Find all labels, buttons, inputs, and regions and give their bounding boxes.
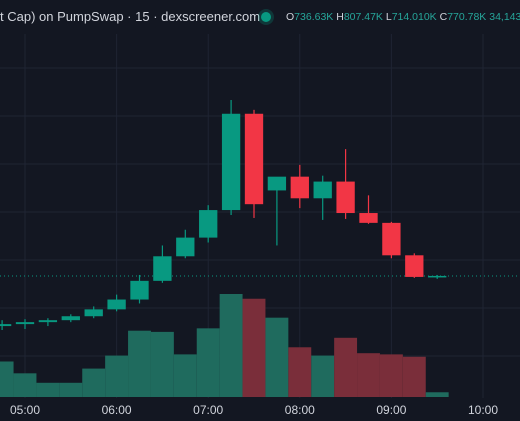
candle-body: [267, 176, 287, 191]
volume-bar: [82, 368, 106, 397]
open-value: 736.63K: [294, 11, 334, 23]
volume-bar: [128, 330, 151, 397]
volume-bar: [311, 355, 335, 397]
volume-value: 34,143: [489, 11, 520, 23]
candle-body: [359, 213, 378, 223]
candle-body: [107, 299, 126, 310]
volume-bar: [173, 354, 197, 397]
candle-body: [84, 309, 103, 317]
volume-bar: [288, 347, 312, 397]
open-label: O: [286, 11, 295, 23]
volume-bar: [379, 354, 403, 397]
candle-body: [428, 275, 447, 278]
volume-bar: [265, 317, 289, 397]
x-tick-label: 10:00: [468, 403, 498, 417]
candle-body: [290, 176, 309, 199]
candle-body: [61, 316, 80, 321]
candle-body: [336, 181, 355, 214]
volume-bar: [59, 382, 83, 397]
candle-body: [38, 320, 58, 323]
close-label: C: [439, 11, 448, 23]
candle-body: [382, 222, 401, 256]
volume-bar: [334, 337, 358, 397]
volume-bar: [150, 331, 174, 397]
volume-bar: [13, 373, 37, 397]
volume-bar: [242, 298, 266, 397]
volume-bar: [425, 392, 449, 397]
high-value: 807.47K: [343, 11, 383, 23]
candle-body: [313, 181, 332, 199]
volume-bar: [0, 361, 14, 397]
candle-body: [199, 210, 218, 238]
candle-body: [244, 113, 264, 205]
x-tick-label: 06:00: [102, 403, 132, 417]
candle-body: [176, 237, 195, 257]
volume-bar: [357, 353, 380, 397]
volume-bar: [196, 328, 220, 397]
live-status-icon: [261, 12, 271, 22]
candle-body: [130, 280, 149, 300]
volume-bar: [402, 356, 426, 397]
ohlc-readout: O736.63K H807.47K L714.010K C770.78K 34,…: [286, 0, 520, 34]
volume-bar: [36, 382, 60, 397]
chart-legend-header: t Cap) on PumpSwap · 15 · dexscreener.co…: [0, 0, 520, 34]
close-value: 770.78K: [447, 11, 487, 23]
chart-title: t Cap) on PumpSwap · 15 · dexscreener.co…: [0, 9, 261, 24]
x-tick-label: 08:00: [285, 403, 315, 417]
volume-bar: [105, 355, 129, 397]
low-value: 714.010K: [391, 11, 437, 23]
candle-body: [405, 255, 424, 277]
candle-body: [221, 113, 241, 211]
volume-bar: [219, 294, 243, 397]
candle-body: [153, 256, 172, 281]
x-tick-label: 07:00: [193, 403, 223, 417]
low-label: L: [385, 11, 392, 23]
x-tick-label: 09:00: [376, 403, 406, 417]
candle-body: [0, 324, 12, 327]
candle-body: [15, 322, 35, 325]
high-label: H: [336, 11, 344, 23]
x-tick-label: 05:00: [10, 403, 40, 417]
